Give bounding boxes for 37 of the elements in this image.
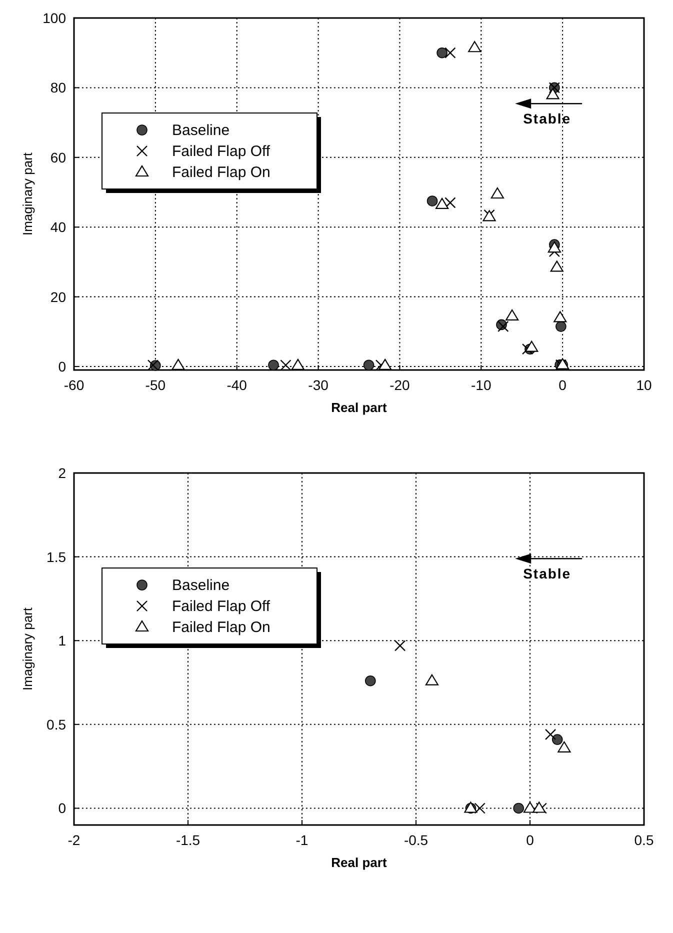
x-tick-label: -0.5 [404,832,428,848]
legend-label: Failed Flap Off [172,143,271,160]
x-tick-label: -1.5 [176,832,200,848]
x-tick-label: 0.5 [634,832,654,848]
y-tick-label: 2 [58,465,66,481]
x-tick-label: -30 [308,377,329,393]
x-tick-label: 0 [558,377,567,393]
x-tick-label: -50 [145,377,166,393]
legend-label: Failed Flap On [172,619,270,636]
annotation: Stable [523,110,572,127]
annotation: Stable [523,566,572,582]
y-tick-label: 0 [58,358,66,375]
y-tick-label: 1 [58,632,66,649]
x-tick-label: -60 [64,377,84,393]
x-axis-title: Real part [331,855,388,870]
legend-label: Failed Flap Off [172,598,271,615]
y-tick-label: 60 [50,149,66,166]
y-axis-title: Imaginary part [20,152,35,236]
x-tick-label: 10 [636,377,652,393]
y-tick-label: 80 [50,80,66,96]
x-tick-label: -40 [226,377,248,393]
y-tick-label: 40 [50,219,66,236]
y-axis-title: Imaginary part [20,607,35,691]
x-tick-label: -2 [68,832,80,848]
y-tick-label: 100 [42,10,66,26]
legend-label: Failed Flap On [172,164,270,181]
y-tick-label: 20 [50,288,66,305]
x-axis-title: Real part [331,400,388,415]
legend-label: Baseline [172,122,230,139]
legend-label: Baseline [172,577,230,594]
x-tick-label: -20 [390,377,410,393]
x-tick-label: 0 [526,832,534,848]
y-tick-label: 1.5 [46,548,66,565]
y-tick-label: 0 [58,800,66,816]
y-tick-label: 0.5 [46,716,66,732]
x-tick-label: -10 [471,377,492,393]
x-tick-label: -1 [296,832,308,848]
